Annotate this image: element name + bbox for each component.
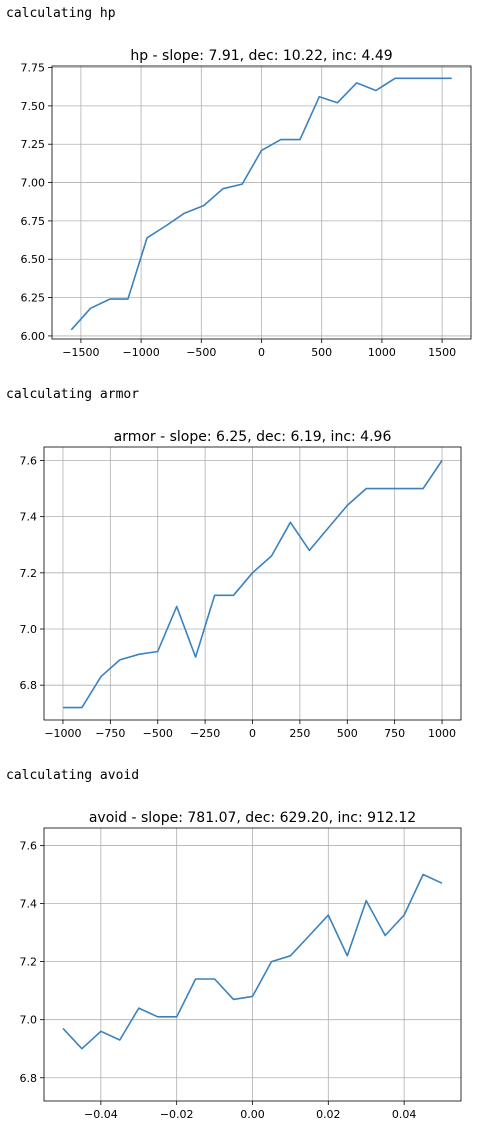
- x-tick-label: 1500: [428, 346, 456, 359]
- x-tick-label: 1000: [428, 727, 456, 740]
- x-tick-label: −1500: [62, 346, 99, 359]
- output-line-hp: calculating hp: [6, 6, 116, 21]
- chart-title-hp: hp - slope: 7.91, dec: 10.22, inc: 4.49: [130, 48, 392, 64]
- chart-title-avoid: avoid - slope: 781.07, dec: 629.20, inc:…: [89, 810, 416, 826]
- y-tick-label: 7.2: [20, 567, 38, 580]
- y-tick-label: 7.75: [21, 62, 46, 75]
- x-tick-label: −500: [186, 346, 216, 359]
- hp-line-chart: hp - slope: 7.91, dec: 10.22, inc: 4.49 −…: [21, 48, 472, 359]
- y-tick-label: 6.75: [21, 215, 46, 228]
- y-tick-label: 7.50: [21, 100, 46, 113]
- y-tick-label: 6.8: [20, 679, 38, 692]
- series-line-avoid: [62, 873, 443, 1050]
- x-tick-label: −1000: [122, 346, 159, 359]
- output-line-armor: calculating armor: [6, 387, 140, 402]
- y-tick-label: 7.6: [20, 454, 38, 467]
- x-tick-label: −1000: [44, 727, 81, 740]
- series-line-hp: [70, 77, 452, 331]
- y-tick-label: 7.4: [20, 511, 38, 524]
- y-tick-label: 6.50: [21, 253, 46, 266]
- x-tick-label: −250: [190, 727, 220, 740]
- x-tick-label: 0: [258, 346, 265, 359]
- y-tick-label: 7.00: [21, 177, 46, 190]
- series-line-armor: [63, 460, 443, 709]
- y-tick-label: 7.0: [20, 623, 38, 636]
- y-tick-label: 6.25: [21, 292, 46, 305]
- x-tick-label: −500: [143, 727, 173, 740]
- x-tick-label: −0.04: [84, 1108, 118, 1121]
- armor-line-chart: armor - slope: 6.25, dec: 6.19, inc: 4.9…: [20, 429, 462, 740]
- output-line-avoid: calculating avoid: [6, 768, 140, 783]
- x-tick-label: 500: [337, 727, 358, 740]
- y-tick-label: 7.4: [20, 898, 38, 911]
- y-tick-label: 6.8: [20, 1072, 38, 1085]
- y-tick-label: 7.6: [20, 839, 38, 852]
- x-tick-label: 500: [311, 346, 332, 359]
- x-tick-label: 0: [249, 727, 256, 740]
- x-tick-label: −0.02: [160, 1108, 194, 1121]
- plot-frame: [51, 65, 472, 340]
- chart-title-armor: armor - slope: 6.25, dec: 6.19, inc: 4.9…: [114, 429, 392, 445]
- x-tick-label: 250: [289, 727, 310, 740]
- y-tick-label: 7.2: [20, 956, 38, 969]
- avoid-line-chart: avoid - slope: 781.07, dec: 629.20, inc:…: [20, 810, 462, 1121]
- y-tick-label: 7.0: [20, 1014, 38, 1027]
- y-tick-label: 6.00: [21, 330, 46, 343]
- x-tick-label: 750: [384, 727, 405, 740]
- y-tick-label: 7.25: [21, 138, 46, 151]
- x-tick-label: 0.04: [392, 1108, 417, 1121]
- x-tick-label: 0.00: [240, 1108, 265, 1121]
- x-tick-label: −750: [95, 727, 125, 740]
- plot-frame: [43, 827, 462, 1102]
- x-tick-label: 0.02: [316, 1108, 341, 1121]
- x-tick-label: 1000: [368, 346, 396, 359]
- plot-frame: [43, 446, 462, 721]
